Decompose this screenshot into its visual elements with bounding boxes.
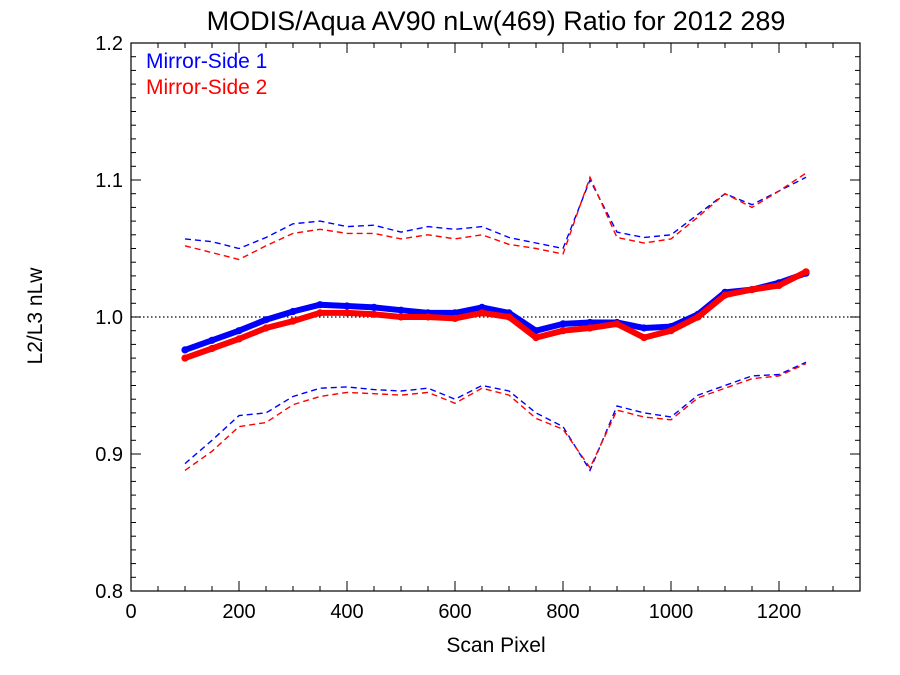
series-mirror-side-2-ratio-line: [182, 268, 809, 362]
series-mirror-side-2-point: [640, 334, 648, 342]
y-tick-label: 1.2: [95, 33, 123, 55]
series-mirror-side-1-point: [262, 316, 270, 324]
x-tick-label: 1000: [649, 601, 694, 623]
x-tick-label: 1200: [757, 601, 802, 623]
series-mirror-side-2-point: [748, 286, 756, 294]
series-mirror-side-1-point: [478, 303, 486, 311]
legend-entry-mirror-side-1: Mirror-Side 1: [146, 50, 267, 73]
series-mirror-side-2-point: [559, 327, 567, 335]
series-mirror-side-2-point: [316, 309, 324, 317]
x-tick-label: 0: [125, 601, 136, 623]
series-mirror-side-2-point: [586, 324, 594, 332]
series-mirror-side-1-point: [640, 324, 648, 332]
series-mirror-side-2-point: [694, 313, 702, 321]
plot-area: [131, 172, 860, 472]
series-mirror-side-2-lower-bound: [184, 362, 807, 471]
series-mirror-side-2-point: [802, 268, 810, 276]
series-mirror-side-1-point: [235, 327, 243, 335]
series-mirror-side-2-point: [397, 313, 405, 321]
series-mirror-side-2-point: [370, 310, 378, 318]
series-mirror-side-2-point: [424, 313, 432, 321]
y-tick-label: 0.8: [95, 581, 123, 603]
y-axis-label: L2/L3 nLw: [24, 267, 47, 365]
series-mirror-side-1-point: [559, 320, 567, 328]
y-tick-label: 1.0: [95, 307, 123, 329]
series-mirror-side-1-point: [343, 302, 351, 310]
series-mirror-side-1-point: [451, 309, 459, 317]
x-tick-label: 400: [330, 601, 363, 623]
series-mirror-side-1-lower-bound: [184, 361, 807, 472]
series-mirror-side-2-point: [613, 320, 621, 328]
series-mirror-side-2-point: [235, 335, 243, 343]
series-mirror-side-2-point: [775, 281, 783, 290]
axis-ticks: 0 200 400 600 800 1000 1200 0.8 0.9 1.0 1.1 1.2: [95, 33, 861, 623]
series-mirror-side-2-point: [667, 327, 675, 335]
series-mirror-side-1-upper-bound: [184, 176, 807, 250]
chart-title: MODIS/Aqua AV90 nLw(469) Ratio for 2012 …: [207, 6, 786, 36]
legend: Mirror-Side 1 Mirror-Side 2: [146, 50, 267, 99]
series-mirror-side-2-point: [721, 291, 729, 299]
series-mirror-side-2-point: [532, 334, 540, 342]
x-tick-label: 800: [546, 601, 579, 623]
x-axis-label: Scan Pixel: [446, 634, 545, 657]
series-mirror-side-2-point: [208, 344, 216, 353]
x-tick-label: 600: [438, 601, 471, 623]
x-tick-label: 200: [222, 601, 255, 623]
series-mirror-side-2-point: [181, 354, 189, 362]
series-mirror-side-1-point: [289, 307, 297, 316]
series-mirror-side-1-point: [181, 346, 189, 354]
y-tick-label: 1.1: [95, 170, 123, 192]
series-mirror-side-1-point: [208, 336, 216, 344]
legend-entry-mirror-side-2: Mirror-Side 2: [146, 76, 267, 99]
series-mirror-side-2-point: [262, 324, 270, 332]
series-mirror-side-1-point: [370, 303, 378, 311]
series-mirror-side-2-point: [289, 317, 297, 325]
series-mirror-side-1-point: [397, 306, 405, 314]
series-mirror-side-2-upper-bound: [184, 172, 807, 261]
series-mirror-side-2-point: [505, 313, 513, 321]
series-mirror-side-1-point: [586, 318, 594, 327]
series-mirror-side-1-ratio-line: [182, 270, 809, 353]
series-mirror-side-2-point: [343, 309, 351, 317]
series-mirror-side-2-point: [451, 314, 459, 322]
series-mirror-side-1-point: [316, 301, 324, 309]
series-mirror-side-2-point: [478, 309, 486, 317]
y-tick-label: 0.9: [95, 444, 123, 466]
